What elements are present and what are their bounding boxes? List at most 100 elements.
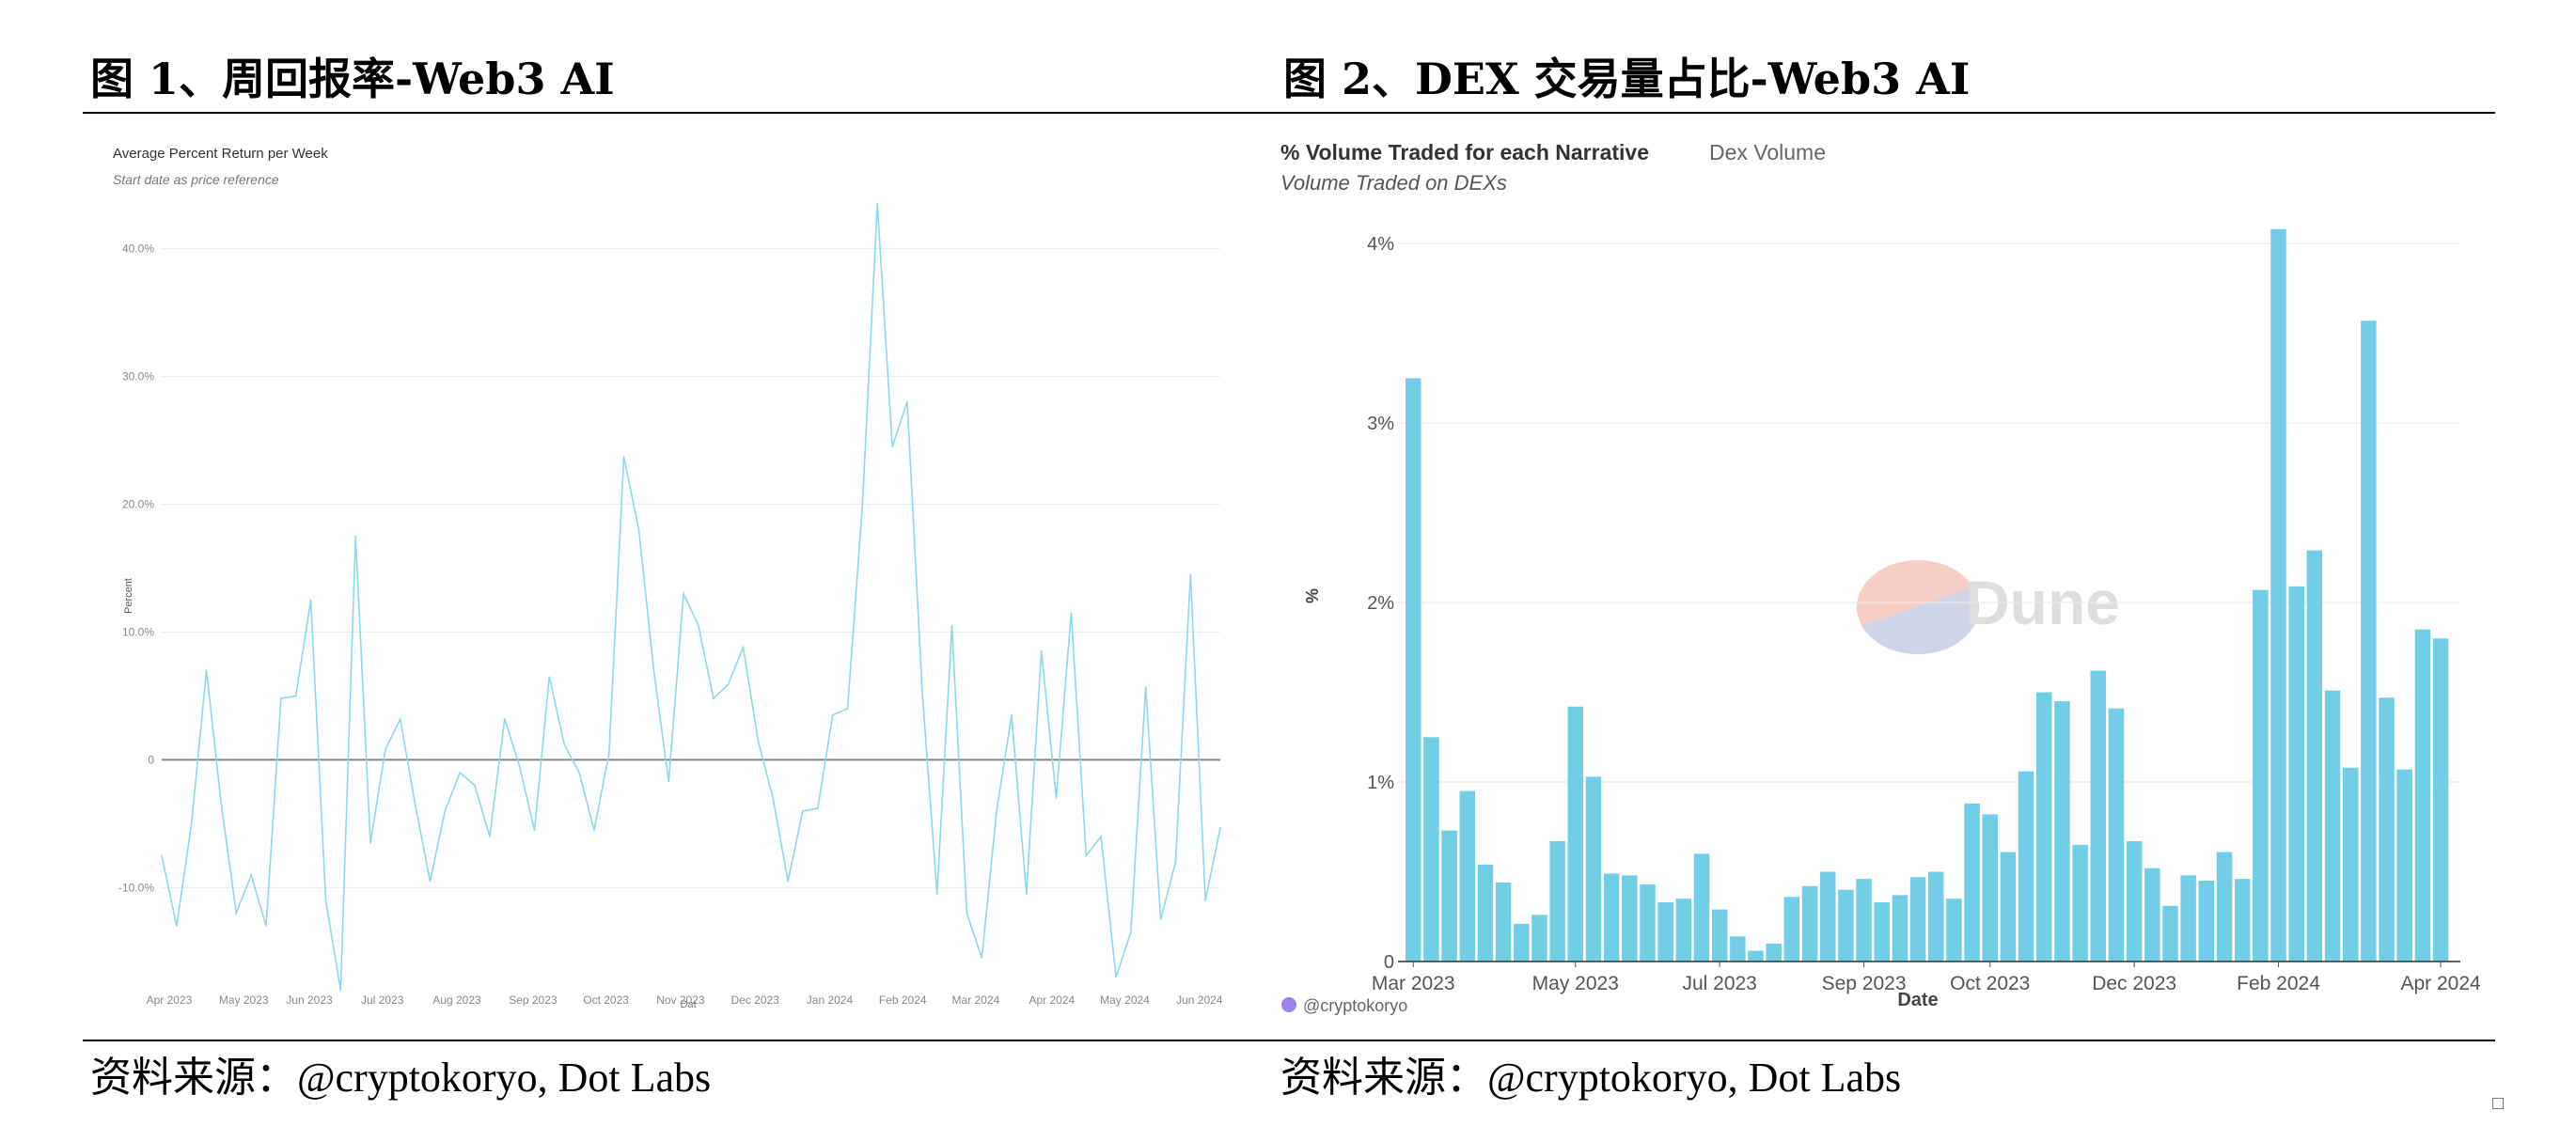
bar [1838,889,1854,962]
dex-volume-tab[interactable]: Dex Volume [1709,140,1826,164]
line-chart-point [578,772,580,774]
line-chart-y-ticks: -10.0% 0 10.0% 20.0% 30.0% 40.0% [118,242,154,894]
bar [2000,852,2017,962]
line-chart-point [727,683,730,685]
bar [1441,830,1457,962]
line-chart-y-tick-label: 30.0% [122,369,154,383]
bar [1531,915,1547,962]
line-chart: Average Percent Return per Week Start da… [113,146,1223,1010]
bar-chart: % Volume Traded for each Narrative Dex V… [1280,140,2481,1015]
line-chart-gridlines [162,247,1220,888]
bar [2180,875,2196,962]
bar [1982,814,1999,962]
line-chart-y-tick-label: 40.0% [122,242,154,255]
bar [2379,697,2395,962]
credit-handle: @cryptokoryo [1303,996,1407,1015]
bar [1909,877,1926,962]
line-chart-point [891,446,893,448]
line-chart-x-tick-label: Jun 2023 [286,993,333,1007]
bar [2198,881,2215,962]
line-chart-point [339,989,342,991]
bar-chart-x-tick-label: Dec 2023 [2092,973,2176,994]
bar [1477,864,1494,962]
line-chart-point [861,503,864,506]
line-chart-y-tick-label: 10.0% [122,625,154,638]
line-chart-point [399,718,401,720]
line-chart-point [1204,899,1206,901]
line-chart-point [1026,893,1028,895]
line-chart-point [324,899,327,901]
line-chart-point [294,695,297,697]
line-chart-point [1130,931,1132,933]
line-chart-point [652,669,655,671]
line-chart-point [459,772,461,774]
bar [1711,909,1728,962]
line-chart-point [1070,612,1073,614]
bar-chart-y-tick-label: 1% [1367,773,1394,793]
line-chart-point [235,912,238,915]
line-chart-x-tick-label: May 2024 [1100,993,1150,1007]
line-chart-point [474,784,476,787]
line-chart-point [1144,686,1147,688]
bar [1495,882,1512,962]
bar [2306,550,2323,962]
bar [2144,868,2160,962]
bar-chart-x-tick-label: Feb 2024 [2237,973,2320,994]
bar [1730,936,1746,962]
line-chart-x-tick-label: Apr 2023 [147,993,193,1007]
bar-chart-x-axis-label: Date [1897,990,1938,1010]
line-chart-point [1189,573,1192,575]
line-chart-x-tick-label: Sep 2023 [509,993,558,1007]
line-chart-point [205,669,208,671]
line-chart-x-tick-label: May 2023 [219,993,269,1007]
figure-1-title: 图 1、周回报率-Web3 AI [90,54,615,104]
bar [2018,771,2034,962]
bar-chart-y-ticks: 0 1% 2% 3% 4% [1367,234,1394,973]
bar [1892,895,1908,962]
bar [1549,841,1565,962]
line-chart-x-tick-label: Jun 2024 [1176,993,1223,1007]
line-chart-point [698,624,699,627]
line-chart-point [1100,836,1102,837]
line-chart-point [1055,797,1058,799]
line-chart-subtitle: Start date as price reference [113,172,279,187]
bar [2054,701,2070,962]
line-chart-point [176,925,178,927]
line-chart-point [250,874,252,876]
bar [1783,897,1800,962]
line-chart-point [385,748,386,751]
line-chart-point [876,203,879,205]
bar [1514,923,1530,962]
line-chart-x-tick-label: Dec 2023 [731,993,780,1007]
bar [2234,879,2251,962]
bar [1874,901,1890,962]
bar-chart-x-tick-label: Jul 2023 [1682,973,1756,994]
bar-chart-x-tick-label: Sep 2023 [1822,973,1907,994]
bar [1459,790,1476,962]
line-chart-point [637,528,640,531]
bar [2253,589,2269,962]
bar-chart-x-tick-label: Apr 2024 [2400,973,2481,994]
bar [1946,899,1962,962]
line-chart-point [831,714,834,716]
bar [1766,943,1782,962]
line-chart-point [548,676,551,678]
bar [1928,871,1944,962]
line-chart-point [354,535,356,538]
line-chart-point [1011,714,1013,716]
line-chart-point [1219,826,1221,829]
line-chart-x-ticks: Apr 2023 May 2023 Jun 2023 Jul 2023 Aug 2023… [147,993,1223,1007]
line-chart-title: Average Percent Return per Week [113,146,328,162]
line-chart-point [280,697,282,699]
bar [1964,803,1980,962]
bar-chart-x-tick-label: Mar 2023 [1372,973,1455,994]
line-chart-point [772,797,775,799]
line-chart-x-tick-label: Jan 2024 [807,993,854,1007]
bar-chart-y-tick-label: 4% [1367,234,1394,255]
bar [2270,228,2286,962]
bar-chart-y-tick-label: 0 [1384,952,1394,973]
bar [2126,841,2143,962]
bar-chart-x-tick-label: May 2023 [1532,973,1619,994]
bar [1819,871,1836,962]
bar [1640,884,1656,962]
